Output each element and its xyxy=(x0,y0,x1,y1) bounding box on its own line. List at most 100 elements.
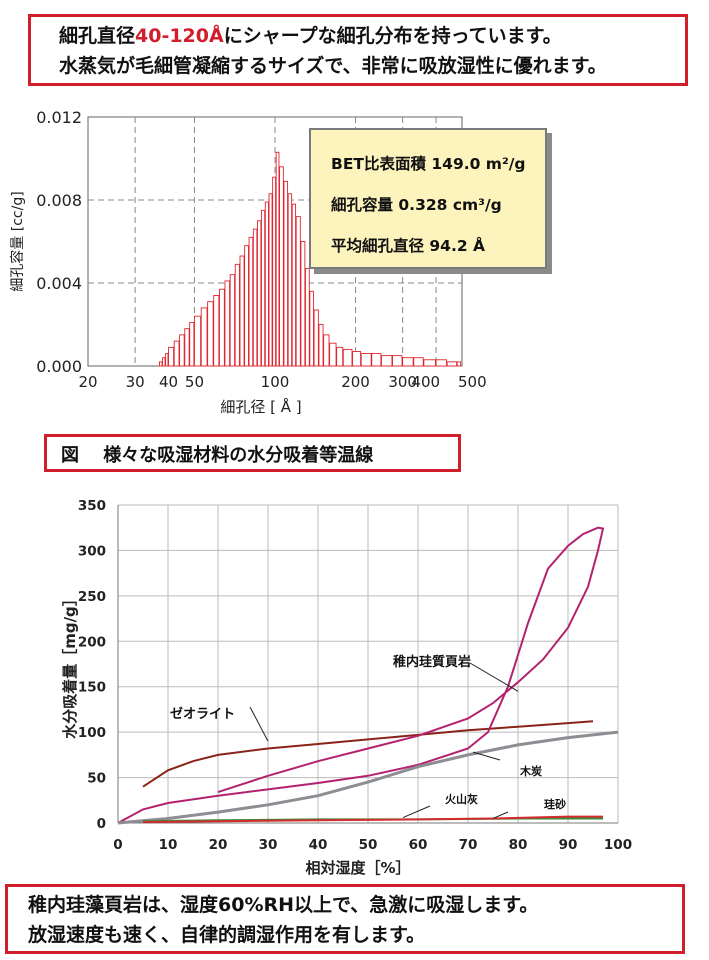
series-label: 火山灰 xyxy=(445,792,478,806)
isotherm-x-tick-label: 90 xyxy=(559,837,578,853)
histogram-bar xyxy=(446,361,458,367)
top-note-line1: 細孔直径40-120Åにシャープな細孔分布を持っています。 xyxy=(59,21,685,51)
histogram-x-tick-label: 200 xyxy=(341,373,370,391)
histogram-bar xyxy=(173,340,180,367)
histogram-bar xyxy=(402,357,414,367)
histogram-bar xyxy=(336,346,344,367)
histogram-bar xyxy=(165,353,169,367)
top-note-highlight: 40-120Å xyxy=(135,25,224,47)
figure-heading: 図 様々な吸湿材料の水分吸着等温線 xyxy=(61,445,374,466)
histogram-x-tick-label: 40 xyxy=(159,373,178,391)
histogram-bar xyxy=(194,315,202,367)
histogram-bar xyxy=(159,361,163,367)
histogram-x-tick-label: 500 xyxy=(458,373,487,391)
histogram-bar xyxy=(239,255,245,367)
histogram-bar xyxy=(279,166,284,367)
isotherm-y-tick-label: 250 xyxy=(78,589,106,605)
histogram-x-tick-label: 300 xyxy=(388,373,417,391)
top-note-text-b: にシャープな細孔分布を持っています。 xyxy=(223,25,562,47)
histogram-y-tick-label: 0.000 xyxy=(36,357,82,376)
figure-heading-box: 図 様々な吸湿材料の水分吸着等温線 xyxy=(44,434,461,472)
histogram-y-tick-label: 0.012 xyxy=(36,108,82,127)
histogram-bar xyxy=(392,355,403,367)
series-label: 木炭 xyxy=(519,764,542,778)
histogram-bar xyxy=(287,193,293,367)
series-label: 珪砂 xyxy=(544,797,566,811)
histogram-bar xyxy=(456,361,462,367)
isotherm-x-tick-label: 30 xyxy=(259,837,278,853)
histogram-bar xyxy=(329,342,337,367)
histogram-bar xyxy=(268,193,273,367)
top-note-box: 細孔直径40-120Åにシャープな細孔分布を持っています。 水蒸気が毛細管凝縮す… xyxy=(28,14,688,86)
isotherm-x-tick-label: 50 xyxy=(359,837,378,853)
isotherm-x-tick-label: 0 xyxy=(113,837,122,853)
histogram-bar xyxy=(200,307,208,367)
histogram-x-tick-label: 50 xyxy=(185,373,204,391)
histogram-bar xyxy=(313,309,319,367)
isotherm-y-tick-label: 200 xyxy=(78,634,106,650)
histogram-bar xyxy=(360,353,372,367)
isotherm-y-tick-label: 350 xyxy=(78,498,106,514)
histogram-bar xyxy=(413,357,424,367)
histogram-bar xyxy=(264,201,269,367)
histogram-bar xyxy=(234,263,240,367)
histogram-x-tick-label: 100 xyxy=(261,373,290,391)
histogram-bar xyxy=(219,288,225,367)
isotherm-x-tick-label: 70 xyxy=(459,837,478,853)
histogram-bar xyxy=(381,355,393,367)
histogram-bar xyxy=(184,328,190,367)
histogram-bar xyxy=(261,209,266,367)
bottom-note-box: 稚内珪藻頁岩は、湿度60%RH以上で、急激に吸湿します。 放湿速度も速く、自律的… xyxy=(5,884,685,954)
histogram-bar xyxy=(162,357,166,367)
histogram-bar xyxy=(252,228,258,367)
histogram-x-tick-label: 400 xyxy=(411,373,440,391)
isotherm-series-line xyxy=(142,815,603,824)
histogram-bar xyxy=(305,268,310,367)
histogram-x-tick-label: 20 xyxy=(78,373,97,391)
mean-pore-diameter: 平均細孔直径 94.2 Å xyxy=(331,237,486,255)
histogram-bar xyxy=(342,348,353,367)
histogram-bar xyxy=(275,151,280,367)
histogram-bar xyxy=(300,241,306,367)
isotherm-y-tick-label: 100 xyxy=(78,725,106,741)
histogram-x-axis-title: 細孔径 [ Å ] xyxy=(220,397,301,416)
isotherm-y-tick-label: 150 xyxy=(78,680,106,696)
histogram-bar xyxy=(318,324,324,367)
series-leader-line xyxy=(492,811,509,819)
isotherm-series-line xyxy=(117,526,605,824)
pore-volume: 細孔容量 0.328 cm³/g xyxy=(331,196,502,214)
isotherm-y-tick-label: 0 xyxy=(97,816,106,832)
series-label: ゼオライト xyxy=(170,706,235,722)
top-note-text-a: 細孔直径 xyxy=(59,25,136,47)
isotherm-x-tick-label: 20 xyxy=(209,837,228,853)
isotherm-series-line xyxy=(142,720,594,788)
histogram-bar xyxy=(371,353,382,367)
histogram-bar xyxy=(323,334,330,367)
histogram-y-axis-title: 細孔容量 [cc/g] xyxy=(9,191,26,291)
isotherm-y-tick-label: 300 xyxy=(78,543,106,559)
histogram-x-tick-label: 30 xyxy=(126,373,145,391)
histogram-y-tick-label: 0.008 xyxy=(36,191,82,210)
series-label: 稚内珪質頁岩 xyxy=(393,654,471,670)
histogram-y-tick-label: 0.004 xyxy=(36,274,82,293)
isotherm-x-tick-label: 40 xyxy=(309,837,328,853)
isotherm-x-axis-title: 相対湿度［%］ xyxy=(305,859,410,877)
isotherm-y-tick-label: 50 xyxy=(87,771,106,787)
bet-surface-area: BET比表面積 149.0 m²/g xyxy=(331,155,526,173)
isotherm-series-line xyxy=(117,730,619,825)
histogram-bar xyxy=(207,301,214,367)
histogram-bar xyxy=(213,295,220,367)
histogram-bar xyxy=(272,176,277,367)
histogram-bar xyxy=(423,359,436,367)
histogram-bar xyxy=(352,351,362,367)
histogram-bar xyxy=(168,346,175,367)
isotherm-x-tick-label: 100 xyxy=(604,837,632,853)
series-leader-line xyxy=(469,662,519,692)
histogram-bar xyxy=(257,220,262,367)
isotherm-x-tick-label: 60 xyxy=(409,837,428,853)
top-note-line2: 水蒸気が毛細管凝縮するサイズで、非常に吸放湿性に優れます。 xyxy=(59,55,607,77)
histogram-bar xyxy=(224,280,231,367)
histogram-bar xyxy=(248,236,254,367)
histogram-bar xyxy=(295,216,301,367)
